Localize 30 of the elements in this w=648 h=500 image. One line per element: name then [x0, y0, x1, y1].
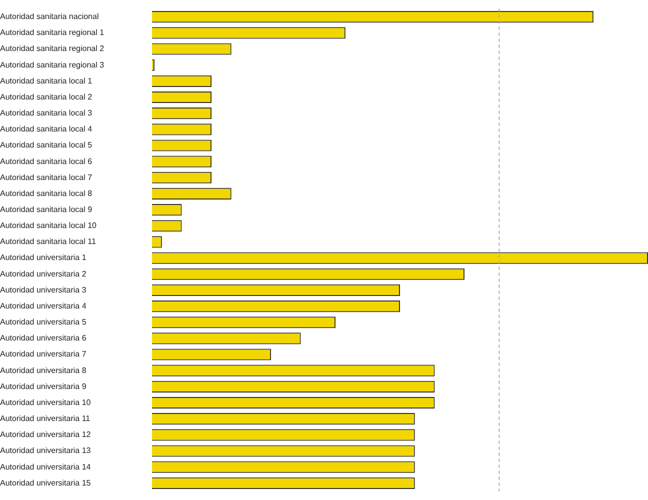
y-tick-label: Autoridad sanitaria local 8	[0, 188, 93, 198]
y-tick-label: Autoridad universitaria 11	[0, 414, 91, 424]
y-tick-label: Autoridad universitaria 15	[0, 478, 92, 488]
y-tick-label: Autoridad sanitaria local 7	[0, 172, 93, 182]
y-tick-label: Autoridad universitaria 14	[0, 462, 92, 472]
y-tick-label: Autoridad sanitaria local 5	[0, 140, 93, 150]
y-tick-label: Autoridad universitaria 8	[0, 366, 87, 375]
y-tick-label: Autoridad sanitaria local 1	[0, 76, 93, 86]
y-tick-label: Autoridad universitaria 3	[0, 285, 87, 294]
y-tick-label: Autoridad sanitaria regional 2	[0, 44, 105, 54]
y-tick-label: Autoridad sanitaria local 6	[0, 156, 93, 166]
y-tick-label: Autoridad sanitaria regional 1	[0, 28, 105, 38]
y-tick-label: Autoridad sanitaria local 11	[0, 237, 96, 246]
y-tick-label: Autoridad universitaria 4	[0, 301, 87, 310]
y-tick-label: Autoridad sanitaria local 10	[0, 221, 98, 230]
y-tick-label: Autoridad universitaria 5	[0, 318, 87, 327]
y-tick-label: Autoridad universitaria 9	[0, 382, 87, 391]
y-tick-label: Autoridad universitaria 10	[0, 398, 92, 407]
y-tick-label: Autoridad universitaria 13	[0, 446, 92, 456]
y-tick-label: Autoridad sanitaria local 2	[0, 92, 93, 102]
y-tick-label: Autoridad sanitaria local 9	[0, 205, 93, 214]
y-tick-label: Autoridad universitaria 12	[0, 430, 92, 440]
y-tick-label: Autoridad sanitaria local 3	[0, 108, 93, 118]
y-tick-label: Autoridad sanitaria nacional	[0, 12, 99, 22]
y-tick-label: Autoridad universitaria 6	[0, 334, 87, 343]
y-tick-label: Autoridad universitaria 1	[0, 253, 87, 262]
y-tick-label: Autoridad sanitaria regional 3	[0, 60, 105, 70]
y-tick-label: Autoridad universitaria 2	[0, 269, 87, 278]
y-tick-label: Autoridad sanitaria local 4	[0, 124, 93, 134]
y-tick-label: Autoridad universitaria 7	[0, 350, 87, 359]
